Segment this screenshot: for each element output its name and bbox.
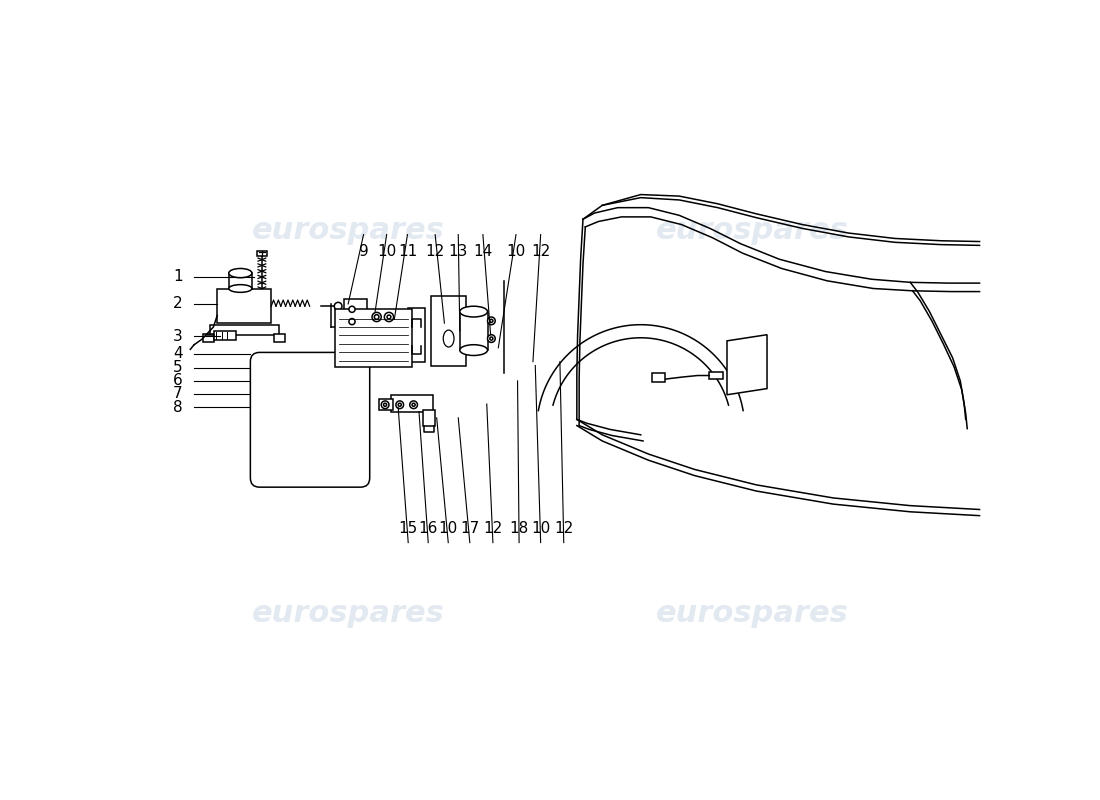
Circle shape xyxy=(490,337,493,340)
Circle shape xyxy=(384,403,387,406)
Bar xyxy=(344,298,367,331)
Bar xyxy=(460,311,487,350)
Bar xyxy=(257,250,266,256)
Text: eurospares: eurospares xyxy=(252,599,444,628)
Text: eurospares: eurospares xyxy=(252,216,444,246)
Circle shape xyxy=(387,315,390,319)
Text: 8: 8 xyxy=(173,399,183,414)
Text: 12: 12 xyxy=(483,522,503,537)
Bar xyxy=(274,334,285,342)
Bar xyxy=(390,394,433,412)
Text: 13: 13 xyxy=(449,244,468,259)
Circle shape xyxy=(382,401,389,409)
Circle shape xyxy=(334,302,342,310)
Ellipse shape xyxy=(460,345,487,355)
Bar xyxy=(336,310,412,367)
Text: eurospares: eurospares xyxy=(656,216,849,246)
Circle shape xyxy=(490,319,493,322)
Bar xyxy=(378,399,393,410)
Text: 3: 3 xyxy=(173,329,183,344)
Text: 15: 15 xyxy=(398,522,418,537)
Bar xyxy=(431,296,466,366)
Circle shape xyxy=(398,403,402,406)
Bar xyxy=(651,373,666,382)
Circle shape xyxy=(487,334,495,342)
Circle shape xyxy=(372,312,382,322)
Text: eurospares: eurospares xyxy=(656,599,849,628)
Text: 16: 16 xyxy=(418,522,438,537)
Bar xyxy=(422,410,436,426)
Bar xyxy=(218,289,271,323)
Circle shape xyxy=(374,314,378,319)
Text: 12: 12 xyxy=(426,244,444,259)
Bar xyxy=(209,325,279,335)
Circle shape xyxy=(409,401,418,409)
Text: 10: 10 xyxy=(506,244,526,259)
Circle shape xyxy=(487,317,495,325)
Text: 9: 9 xyxy=(359,244,369,259)
Circle shape xyxy=(349,306,355,312)
Bar xyxy=(229,273,252,289)
Text: 2: 2 xyxy=(173,296,183,311)
Text: 10: 10 xyxy=(439,522,458,537)
Ellipse shape xyxy=(443,330,454,347)
Text: 14: 14 xyxy=(473,244,493,259)
Circle shape xyxy=(349,318,355,325)
Bar xyxy=(204,334,214,342)
Text: 12: 12 xyxy=(531,244,550,259)
Ellipse shape xyxy=(229,269,252,278)
Text: 7: 7 xyxy=(173,386,183,402)
Text: 5: 5 xyxy=(173,360,183,375)
Text: 4: 4 xyxy=(173,346,183,362)
Circle shape xyxy=(412,403,415,406)
Polygon shape xyxy=(727,334,767,394)
Text: 10: 10 xyxy=(531,522,550,537)
Circle shape xyxy=(384,312,394,322)
Text: 10: 10 xyxy=(377,244,396,259)
Circle shape xyxy=(396,401,404,409)
Text: 6: 6 xyxy=(173,374,183,388)
Text: 17: 17 xyxy=(460,522,480,537)
Text: 11: 11 xyxy=(398,244,417,259)
Ellipse shape xyxy=(460,306,487,317)
Bar xyxy=(408,308,425,362)
Text: 18: 18 xyxy=(509,522,529,537)
Text: 1: 1 xyxy=(173,270,183,285)
Bar xyxy=(214,331,235,340)
FancyBboxPatch shape xyxy=(251,353,370,487)
Text: 12: 12 xyxy=(554,522,573,537)
Bar xyxy=(710,372,723,379)
Ellipse shape xyxy=(229,285,252,292)
